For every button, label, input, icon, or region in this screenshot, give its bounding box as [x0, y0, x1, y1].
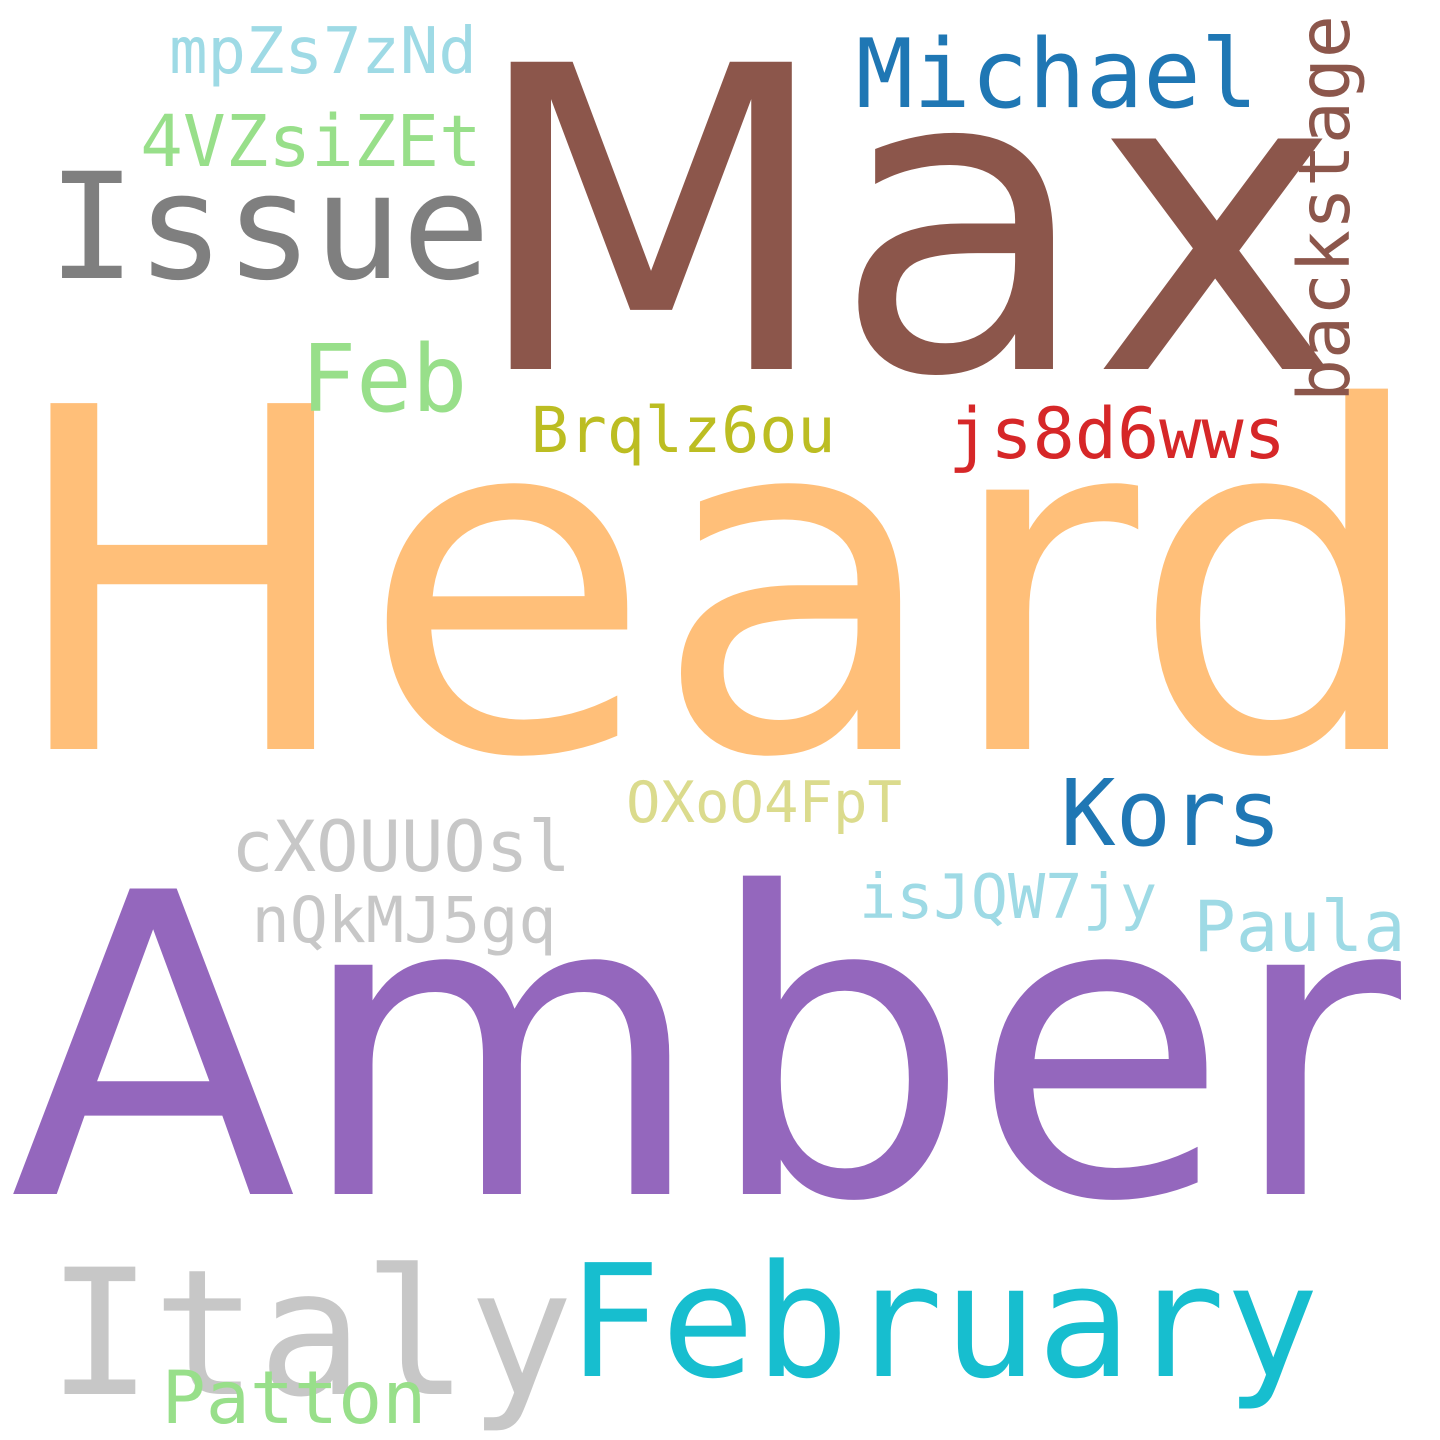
word-oxoo4fpt: OXoO4FpT [626, 768, 902, 836]
word-paula: Paula [1193, 886, 1406, 969]
word-patton: Patton [161, 1356, 427, 1440]
word-kors: Kors [1060, 760, 1282, 867]
word-feb: Feb [300, 324, 468, 433]
word-4vzsizet: 4VZsiZEt [140, 100, 482, 183]
word-italy: Italy [47, 1232, 574, 1436]
word-cxouuosl: cXOUUOsl [231, 806, 571, 889]
word-backstage: backstage [1283, 15, 1367, 403]
word-heard: Heard [3, 308, 1432, 861]
word-michael: Michael [855, 18, 1259, 131]
word-nqkmj5gq: nQkMJ5gq [251, 883, 557, 958]
word-amber: Amber [9, 805, 1402, 1293]
word-february: February [566, 1231, 1320, 1414]
word-js8d6wws: js8d6wws [948, 393, 1286, 475]
word-max: Max [469, 0, 1341, 470]
word-issue: Issue [47, 141, 491, 313]
word-isjqw7jy: isJQW7jy [859, 861, 1158, 933]
word-mpzs7znd: mpZs7zNd [169, 15, 477, 89]
word-brqlz6ou: Brqlz6ou [530, 393, 836, 468]
